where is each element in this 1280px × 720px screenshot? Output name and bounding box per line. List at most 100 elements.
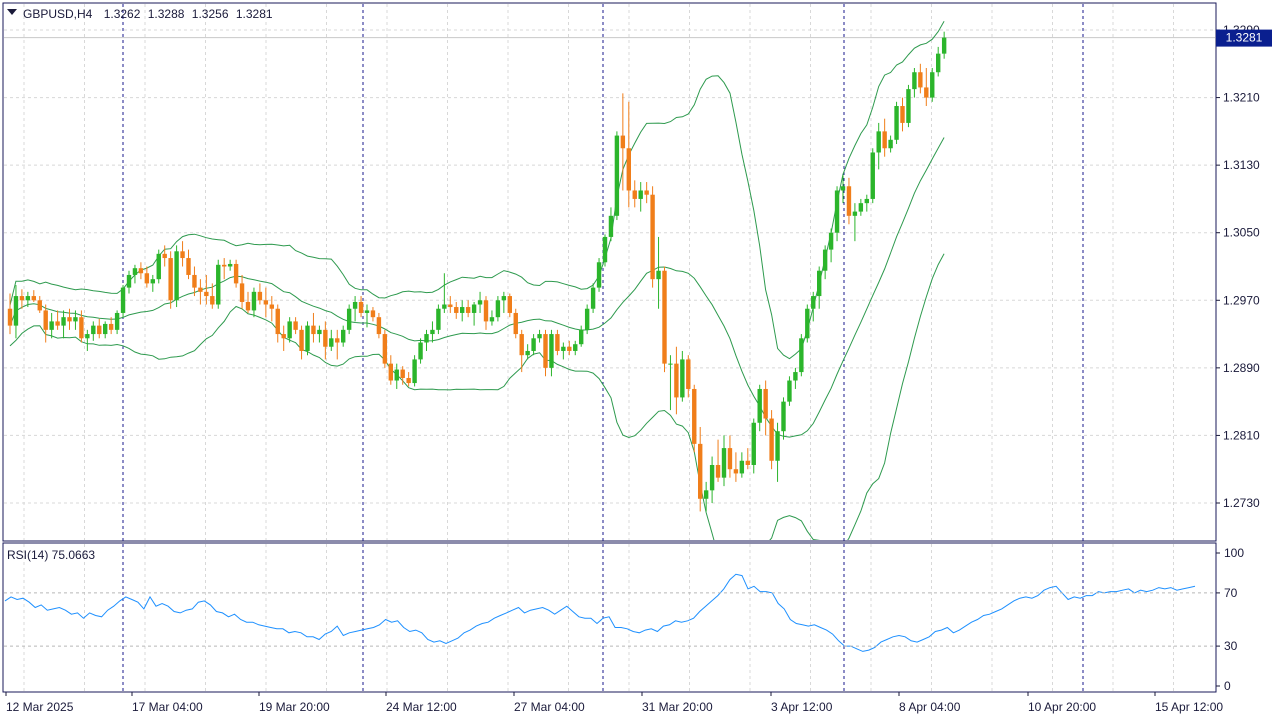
candle[interactable]	[561, 342, 566, 360]
candle[interactable]	[192, 266, 197, 297]
candle[interactable]	[602, 234, 608, 267]
candle[interactable]	[817, 266, 822, 309]
candle[interactable]	[180, 241, 185, 267]
candle[interactable]	[138, 262, 144, 280]
candle[interactable]	[590, 283, 596, 313]
candle[interactable]	[930, 68, 935, 102]
candle[interactable]	[126, 270, 132, 294]
candle[interactable]	[465, 300, 471, 318]
candle[interactable]	[13, 285, 19, 339]
candle[interactable]	[79, 310, 84, 343]
candle[interactable]	[471, 301, 477, 326]
candle[interactable]	[709, 456, 715, 503]
candle[interactable]	[287, 317, 292, 343]
candle[interactable]	[388, 355, 393, 385]
candle[interactable]	[799, 334, 804, 377]
candle[interactable]	[852, 203, 858, 242]
candle[interactable]	[97, 318, 102, 339]
candle[interactable]	[739, 452, 745, 478]
candle[interactable]	[299, 325, 304, 360]
candle[interactable]	[811, 291, 816, 322]
candle[interactable]	[162, 245, 167, 267]
candle[interactable]	[400, 366, 405, 385]
candle[interactable]	[668, 355, 673, 411]
candle[interactable]	[67, 308, 72, 330]
candle[interactable]	[442, 273, 447, 313]
candle[interactable]	[120, 285, 126, 318]
candle[interactable]	[662, 266, 667, 373]
candle[interactable]	[156, 249, 161, 284]
candle[interactable]	[918, 63, 923, 94]
candle[interactable]	[7, 293, 13, 335]
candle[interactable]	[394, 363, 399, 389]
triangle-down-icon[interactable]	[7, 9, 17, 15]
candle[interactable]	[49, 312, 54, 339]
candle[interactable]	[198, 279, 203, 305]
candle[interactable]	[275, 304, 280, 343]
candle[interactable]	[352, 296, 358, 322]
candle[interactable]	[227, 259, 233, 271]
candle[interactable]	[715, 439, 721, 482]
candle[interactable]	[108, 317, 114, 335]
candle[interactable]	[584, 304, 590, 335]
candle[interactable]	[692, 384, 697, 453]
candle[interactable]	[454, 301, 459, 319]
candle[interactable]	[168, 251, 173, 309]
candle[interactable]	[936, 46, 941, 77]
candle[interactable]	[626, 101, 631, 208]
candle[interactable]	[757, 384, 762, 432]
candle[interactable]	[501, 291, 507, 313]
candle[interactable]	[745, 448, 750, 470]
candle[interactable]	[483, 296, 489, 330]
candle[interactable]	[144, 266, 150, 288]
candle[interactable]	[870, 148, 875, 204]
candle[interactable]	[644, 182, 649, 204]
candle[interactable]	[329, 329, 334, 351]
candle[interactable]	[204, 274, 209, 305]
candlestick-series[interactable]	[7, 31, 947, 512]
candle[interactable]	[721, 435, 727, 487]
candle[interactable]	[382, 329, 388, 368]
candle[interactable]	[513, 308, 518, 339]
candle[interactable]	[751, 418, 756, 474]
candle[interactable]	[608, 207, 614, 242]
candle[interactable]	[73, 310, 78, 330]
candle[interactable]	[834, 186, 840, 242]
candle[interactable]	[269, 296, 274, 322]
candle[interactable]	[543, 329, 548, 377]
candle[interactable]	[519, 329, 524, 373]
candle[interactable]	[406, 372, 411, 387]
candle[interactable]	[418, 338, 423, 364]
candle[interactable]	[489, 310, 495, 326]
candle[interactable]	[210, 283, 215, 309]
candle[interactable]	[531, 334, 536, 356]
candle[interactable]	[376, 312, 382, 339]
candle[interactable]	[251, 287, 257, 318]
candle[interactable]	[239, 274, 245, 309]
candle[interactable]	[787, 376, 792, 406]
candle[interactable]	[364, 304, 370, 328]
candle[interactable]	[924, 68, 929, 107]
candle[interactable]	[680, 350, 685, 402]
candle[interactable]	[335, 329, 340, 360]
candle[interactable]	[703, 481, 709, 512]
candle[interactable]	[555, 329, 560, 356]
candle[interactable]	[323, 321, 328, 360]
candle[interactable]	[424, 329, 429, 351]
candle[interactable]	[650, 186, 655, 288]
candle[interactable]	[281, 325, 286, 351]
candle[interactable]	[460, 300, 465, 322]
candle[interactable]	[596, 258, 602, 292]
candle[interactable]	[150, 274, 155, 292]
candle[interactable]	[132, 264, 138, 284]
candle[interactable]	[864, 194, 869, 212]
candle[interactable]	[370, 307, 376, 322]
candle[interactable]	[233, 259, 239, 288]
candle[interactable]	[61, 310, 66, 339]
candle[interactable]	[174, 245, 179, 308]
candle[interactable]	[103, 321, 108, 339]
candle[interactable]	[858, 198, 864, 216]
candle[interactable]	[430, 321, 435, 343]
candle[interactable]	[216, 259, 221, 309]
